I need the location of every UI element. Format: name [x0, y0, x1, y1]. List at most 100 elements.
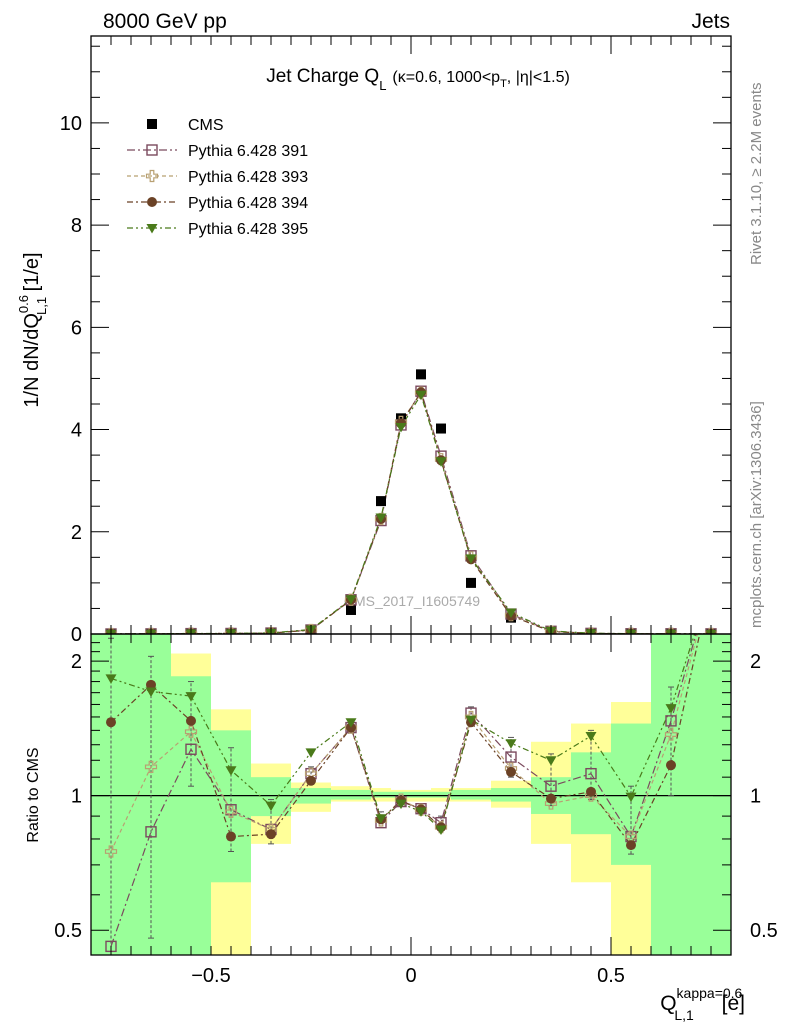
ratio-y-tick-label-right: 1: [750, 786, 761, 808]
main-y-tick-label: 6: [71, 317, 82, 339]
ratio-point-pythia-6-428-391: [665, 715, 677, 727]
ratio-point-pythia-6-428-394: [626, 840, 636, 851]
main-point-cms: [376, 496, 386, 507]
ratio-y-tick-label: 1: [71, 786, 82, 808]
legend-label-pythia-6-428-395: Pythia 6.428 395: [188, 221, 308, 238]
ratio-point-pythia-6-428-393: [664, 728, 678, 741]
main-y-axis-label: 1/N dN/dQ0.6 L,1 [1/e]: [16, 252, 49, 407]
ratio-point-pythia-6-428-391: [505, 751, 517, 763]
legend-label-cms: CMS: [188, 117, 224, 134]
band-green-bin: [411, 791, 431, 798]
main-y-tick-label: 10: [60, 113, 82, 135]
main-point-cms: [346, 604, 356, 615]
main-point-pythia-6-428-395: [465, 554, 477, 564]
ratio-point-pythia-6-428-394: [226, 831, 236, 842]
main-point-pythia-6-428-395: [505, 608, 517, 619]
band-green-bin: [451, 789, 491, 800]
axis-ticks: [90, 36, 732, 955]
legend-marker-cms: [147, 119, 157, 129]
main-point-cms: [466, 577, 476, 588]
main-plot-frame: [90, 35, 732, 635]
ratio-y-tick-label: 0.5: [54, 920, 82, 942]
ratio-point-pythia-6-428-394: [306, 775, 316, 786]
main-point-pythia-6-428-395: [435, 457, 447, 467]
ratio-series-lines: [110, 634, 701, 947]
ratio-point-pythia-6-428-395: [375, 814, 387, 824]
ratio-point-pythia-6-428-395: [105, 674, 117, 684]
main-point-pythia-6-428-395: [395, 423, 407, 433]
band-green-bin: [431, 791, 451, 798]
ratio-point-pythia-6-428-395: [265, 801, 277, 812]
ratio-series-markers: [104, 674, 678, 953]
ratio-point-pythia-6-428-394: [146, 679, 156, 690]
ratio-y-tick-label-right: 0.5: [750, 920, 778, 942]
ratio-point-pythia-6-428-393: [224, 805, 238, 818]
ratio-point-pythia-6-428-395: [305, 748, 317, 758]
legend-label-pythia-6-428-394: Pythia 6.428 394: [188, 195, 308, 212]
ratio-line-pythia-6-428-395: [110, 634, 696, 831]
legend-marker-pythia-6-428-394: [147, 197, 157, 207]
axis-tick-labels: −0.5 0 0.5 0 2 4 6 8 10 0.5 0.5 1 1 2 2: [54, 113, 778, 987]
x-tick-label: −0.5: [191, 965, 230, 987]
ratio-point-pythia-6-428-395: [665, 704, 677, 714]
band-green-bin: [391, 791, 411, 798]
main-point-pythia-6-428-395: [415, 390, 427, 401]
legend-marker-pythia-6-428-393: [145, 169, 159, 183]
legend-label-pythia-6-428-393: Pythia 6.428 393: [188, 169, 308, 186]
ratio-point-pythia-6-428-394: [106, 717, 116, 728]
ratio-point-pythia-6-428-395: [435, 825, 447, 835]
ratio-point-pythia-6-428-395: [415, 807, 427, 817]
ratio-y-tick-label: 2: [71, 651, 82, 673]
ratio-point-pythia-6-428-393: [144, 760, 158, 773]
band-green-bin: [371, 791, 391, 798]
ratio-line-pythia-6-428-394: [110, 634, 701, 847]
ratio-point-pythia-6-428-395: [465, 715, 477, 726]
ratio-line-pythia-6-428-393: [110, 634, 699, 852]
main-point-cms: [416, 369, 426, 380]
ratio-point-pythia-6-428-393: [104, 845, 118, 858]
mcplots-label: mcplots.cern.ch [arXiv:1306.3436]: [748, 401, 765, 628]
ratio-point-pythia-6-428-394: [506, 766, 516, 777]
legend-marker-pythia-6-428-391: [146, 144, 158, 156]
ratio-point-pythia-6-428-395: [225, 766, 237, 776]
ratio-point-pythia-6-428-395: [185, 692, 197, 702]
x-tick-label: 0: [405, 965, 416, 987]
ratio-point-pythia-6-428-394: [186, 715, 196, 726]
ratio-point-pythia-6-428-395: [545, 756, 557, 766]
main-y-tick-label: 4: [71, 420, 82, 442]
ratio-point-pythia-6-428-395: [345, 718, 357, 728]
main-point-pythia-6-428-395: [345, 595, 357, 605]
main-y-tick-label: 2: [71, 522, 82, 544]
rivet-label: Rivet 3.1.10, ≥ 2.2M events: [748, 83, 765, 266]
main-y-tick-label: 8: [71, 215, 82, 237]
ratio-point-pythia-6-428-394: [266, 829, 276, 840]
main-point-cms: [436, 423, 446, 434]
x-axis-label: Qkappa=0.6 L,1 [e]: [660, 985, 745, 1023]
header-right: Jets: [691, 10, 730, 33]
legend-label-pythia-6-428-391: Pythia 6.428 391: [188, 143, 308, 160]
ratio-point-pythia-6-428-394: [546, 793, 556, 804]
ratio-point-pythia-6-428-395: [145, 687, 157, 698]
ratio-point-pythia-6-428-394: [586, 786, 596, 797]
legend-marker-pythia-6-428-395: [146, 224, 158, 234]
band-green-bin: [491, 788, 531, 802]
header-left: 8000 GeV pp: [103, 10, 227, 33]
ratio-point-pythia-6-428-394: [666, 760, 676, 771]
band-green-bin: [691, 634, 731, 955]
ratio-point-pythia-6-428-395: [505, 739, 517, 749]
main-point-pythia-6-428-395: [375, 513, 387, 523]
ratio-y-tick-label-right: 2: [750, 651, 761, 673]
ratio-point-pythia-6-428-393: [184, 725, 198, 738]
ratio-point-pythia-6-428-391: [585, 767, 597, 780]
band-green-bin: [651, 634, 691, 955]
watermark: CMS_2017_I1605749: [344, 593, 480, 609]
main-point-cms: [396, 413, 406, 424]
x-tick-label: 0.5: [597, 965, 625, 987]
chart-title: Jet Charge QL (κ=0.6, 1000<pT, |η|<1.5): [266, 66, 570, 93]
ratio-point-pythia-6-428-395: [395, 799, 407, 810]
ratio-point-pythia-6-428-391: [185, 743, 197, 755]
main-y-tick-label: 0: [71, 624, 82, 646]
legend: CMS Pythia 6.428 391 Pythia 6.428 393 Pythi…: [127, 117, 308, 238]
ratio-point-pythia-6-428-391: [145, 826, 157, 838]
